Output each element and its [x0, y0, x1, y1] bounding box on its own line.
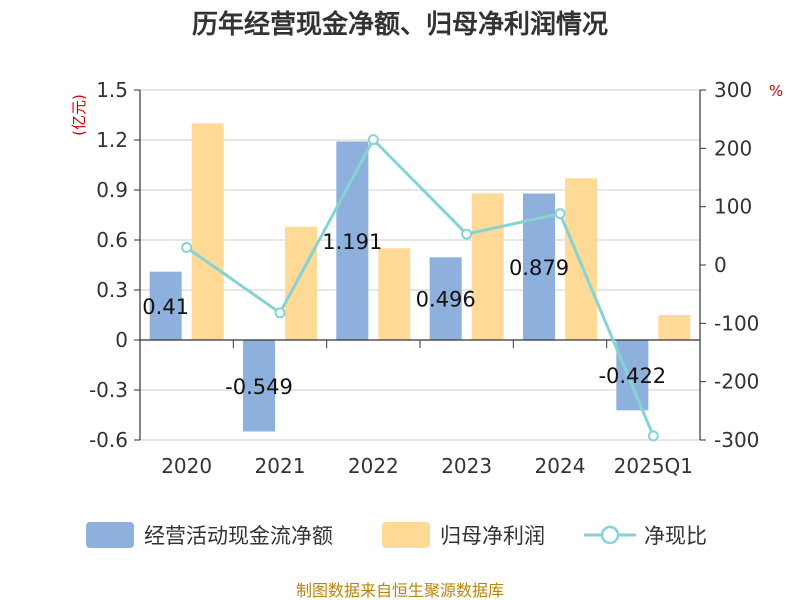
left-axis-unit: (亿元)	[70, 94, 88, 136]
x-tick-label: 2022	[348, 454, 399, 478]
bar-netprofit	[658, 315, 691, 340]
legend-swatch-netprofit	[382, 522, 430, 548]
left-tick-label: -0.6	[89, 428, 128, 452]
legend-label-ratio: 净现比	[644, 524, 707, 548]
data-label-cashflow: -0.549	[225, 375, 293, 399]
left-tick-label: 0	[115, 328, 128, 352]
legend-item-cashflow[interactable]: 经营活动现金流净额	[86, 522, 333, 548]
right-axis-unit: %	[769, 82, 783, 100]
x-tick-label: 2023	[441, 454, 492, 478]
axis-layer: 1.5 1.2 0.9 0.6 0.3 0 -0.3 -0.6 300 200 100 0 -100 -2…	[89, 78, 759, 478]
right-tick-label: -100	[714, 311, 759, 335]
left-tick-label: -0.3	[89, 378, 128, 402]
bar-cashflow	[243, 340, 275, 432]
ratio-point	[274, 307, 286, 319]
bar-netprofit	[378, 248, 411, 340]
legend-marker-ratio	[600, 525, 620, 545]
ratio-point	[647, 430, 659, 442]
data-label-cashflow: 0.41	[142, 295, 189, 319]
legend-label-netprofit: 归母净利润	[440, 524, 545, 548]
ratio-point	[181, 242, 193, 253]
left-tick-label: 1.2	[96, 128, 128, 152]
ratio-line	[185, 137, 655, 437]
right-tick-label: 100	[714, 195, 752, 219]
legend-item-ratio[interactable]: 净现比	[584, 524, 707, 548]
bar-cashflow	[616, 340, 649, 411]
x-tick-label: 2025Q1	[614, 454, 693, 478]
line-layer	[181, 134, 659, 442]
bar-cashflow	[429, 257, 462, 340]
left-tick-label: 0.6	[96, 228, 128, 252]
label-layer: 0.41 -0.549 1.191 0.496 0.879 -0.422	[142, 230, 666, 399]
legend: 经营活动现金流净额 归母净利润 净现比	[86, 522, 707, 548]
bar-netprofit	[471, 193, 504, 340]
ratio-point	[367, 134, 379, 146]
bar-netprofit	[565, 178, 597, 340]
bar-cashflow	[149, 271, 182, 340]
data-label-cashflow: -0.422	[598, 364, 666, 388]
right-tick-label: 200	[714, 136, 752, 160]
legend-label-cashflow: 经营活动现金流净额	[144, 524, 333, 548]
bar-netprofit	[191, 123, 224, 340]
left-tick-label: 0.9	[96, 178, 128, 202]
right-tick-label: 0	[714, 253, 727, 277]
ratio-point	[554, 208, 566, 220]
legend-swatch-cashflow	[86, 522, 134, 548]
chart-title: 历年经营现金净额、归母净利润情况	[192, 9, 608, 40]
x-tick-label: 2024	[535, 454, 586, 478]
left-tick-label: 0.3	[96, 278, 128, 302]
x-tick-label: 2020	[161, 454, 212, 478]
right-tick-label: -200	[714, 370, 759, 394]
bar-layer	[149, 123, 691, 432]
source-note: 制图数据来自恒生聚源数据库	[296, 581, 504, 600]
data-label-cashflow: 1.191	[322, 230, 382, 254]
right-tick-label: -300	[714, 428, 759, 452]
bar-cashflow	[336, 141, 369, 340]
legend-item-netprofit[interactable]: 归母净利润	[382, 522, 545, 548]
left-tick-label: 1.5	[96, 78, 128, 102]
right-tick-label: 300	[714, 78, 752, 102]
data-label-cashflow: 0.496	[416, 288, 476, 312]
ratio-point	[461, 228, 473, 240]
x-tick-label: 2021	[255, 454, 306, 478]
data-label-cashflow: 0.879	[509, 256, 569, 280]
bar-netprofit	[285, 226, 317, 340]
